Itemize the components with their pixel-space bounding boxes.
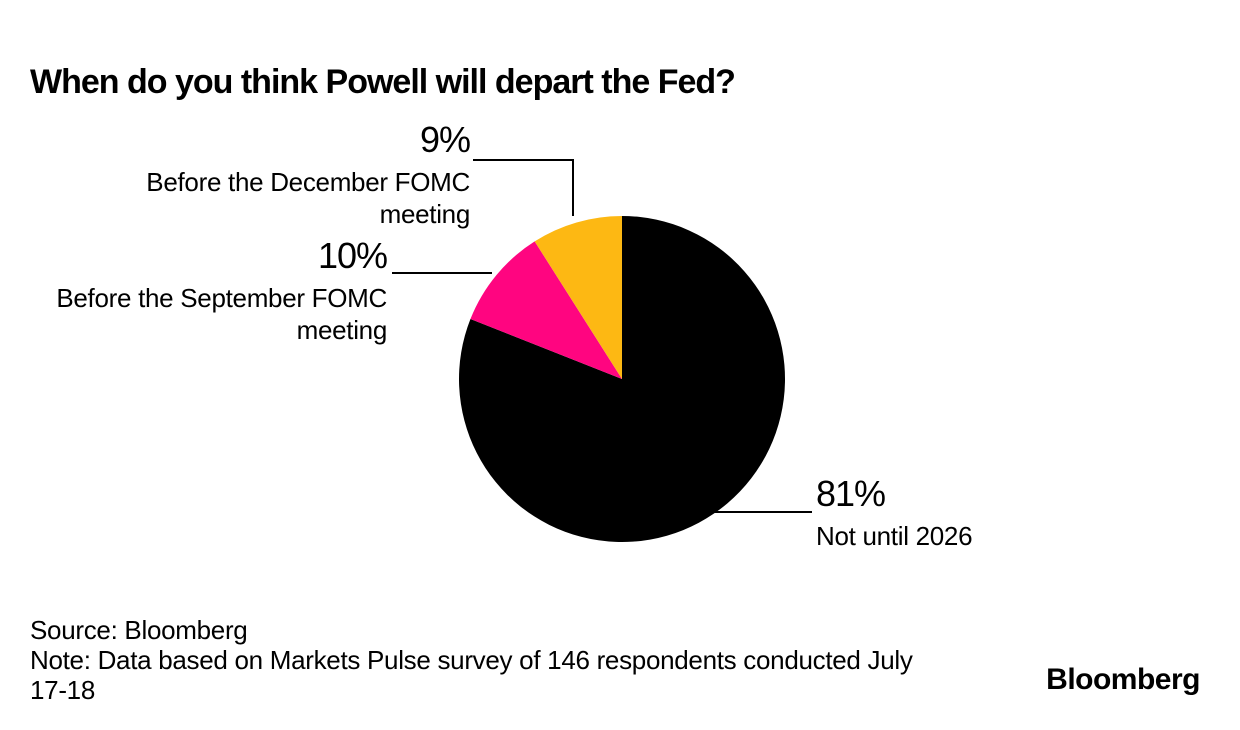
annotation-september-label-line2: meeting: [296, 315, 388, 345]
annotation-december-label-line2: meeting: [379, 199, 471, 229]
annotation-december: 9% Before the December FOMC meeting: [146, 119, 471, 230]
annotation-not-until-2026: 81% Not until 2026: [816, 473, 973, 552]
leader-lines: [392, 159, 812, 513]
pie-slices: [459, 216, 786, 542]
annotation-september: 10% Before the September FOMC meeting: [56, 235, 388, 346]
bloomberg-logo: Bloomberg: [1046, 663, 1200, 696]
note-text: Note: Data based on Markets Pulse survey…: [30, 645, 913, 705]
annotation-december-pct: 9%: [419, 119, 471, 160]
chart-title: When do you think Powell will depart the…: [30, 62, 736, 101]
annotation-not-until-2026-label: Not until 2026: [816, 521, 973, 551]
annotation-not-until-2026-pct: 81%: [816, 473, 886, 514]
pie-slice-before-the-december-fomc-meeting: [534, 216, 622, 379]
annotation-september-label-line1: Before the September FOMC: [56, 283, 387, 313]
pie-slice-before-the-september-fomc-meeting: [470, 241, 622, 379]
leader-line-december: [473, 159, 574, 216]
annotation-december-label-line1: Before the December FOMC: [146, 167, 470, 197]
source-text: Source: Bloomberg: [30, 615, 248, 645]
footer: Source: Bloomberg Note: Data based on Ma…: [30, 615, 913, 705]
annotation-september-pct: 10%: [317, 235, 388, 276]
pie-slice-not-until-2026: [459, 216, 786, 542]
